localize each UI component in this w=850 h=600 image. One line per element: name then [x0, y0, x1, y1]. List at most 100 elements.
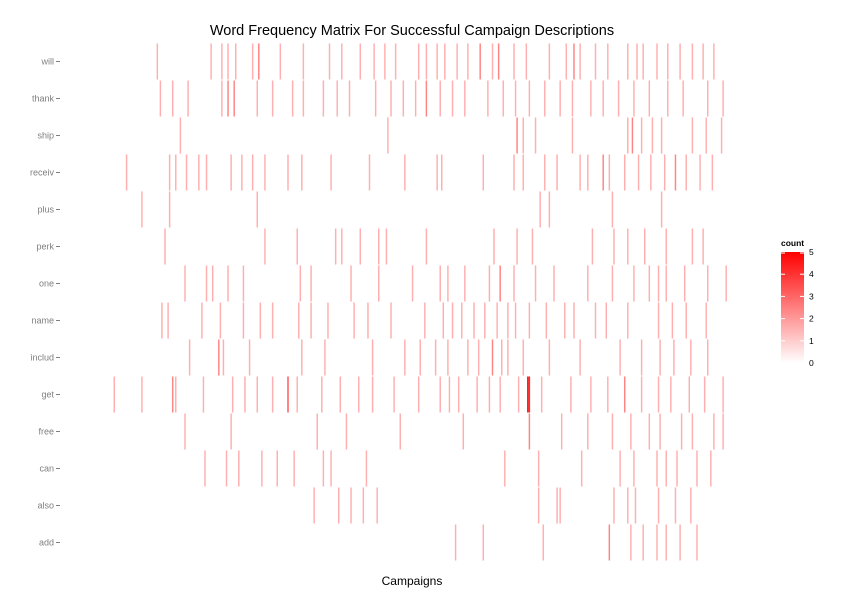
heatmap-cell [707, 339, 709, 376]
heatmap-cell [327, 302, 329, 339]
heatmap-cell [362, 487, 365, 524]
heatmap-cell [699, 154, 701, 191]
heatmap-cell [713, 43, 715, 80]
heatmap-cell [227, 43, 229, 80]
heatmap-cell [507, 339, 509, 376]
heatmap-cell [623, 154, 626, 191]
heatmap-cell [665, 228, 667, 265]
y-tick-label: will [41, 57, 55, 67]
heatmap-cell [648, 265, 651, 302]
heatmap-cell [683, 265, 686, 302]
heatmap-cell [611, 413, 614, 450]
heatmap-cell [522, 339, 524, 376]
heatmap-cell [175, 154, 177, 191]
heatmap-cell [302, 43, 305, 80]
heatmap-cell [637, 154, 640, 191]
heatmap-cell [659, 339, 661, 376]
heatmap-cell [665, 524, 667, 561]
heatmap-cell [227, 80, 229, 117]
heatmap-cell [514, 80, 517, 117]
legend-tick-label: 3 [809, 291, 814, 301]
heatmap-cell [394, 43, 397, 80]
heatmap-cell [602, 80, 604, 117]
heatmap-cell [168, 154, 171, 191]
heatmap-cell [702, 43, 704, 80]
heatmap-cell [587, 265, 589, 302]
heatmap-cell [261, 450, 263, 487]
heatmap-cell [657, 487, 660, 524]
heatmap-cell [611, 191, 614, 228]
y-tick-label: get [41, 390, 54, 400]
heatmap-cell [201, 302, 203, 339]
heatmap-cell [367, 302, 369, 339]
heatmap-cell [419, 339, 421, 376]
heatmap-cell [591, 228, 594, 265]
heatmap-cell [705, 302, 707, 339]
heatmap-cell [513, 154, 515, 191]
heatmap-cell [539, 191, 541, 228]
heatmap-cell [359, 228, 361, 265]
heatmap-cell [371, 339, 374, 376]
heatmap-cell [256, 80, 258, 117]
heatmap-cell [491, 43, 494, 80]
y-tick-label: one [39, 279, 54, 289]
heatmap-cell [565, 43, 568, 80]
heatmap-cell [417, 376, 420, 413]
heatmap-cell [338, 487, 340, 524]
heatmap-cell [328, 43, 331, 80]
heatmap-cell [298, 302, 300, 339]
heatmap-cell [256, 376, 258, 413]
heatmap-cell [690, 339, 692, 376]
heatmap-cell [376, 487, 378, 524]
heatmap-cell [528, 376, 531, 413]
heatmap-cell [341, 228, 343, 265]
heatmap-cell [339, 376, 342, 413]
heatmap-cell [611, 265, 614, 302]
heatmap-cell [296, 376, 298, 413]
heatmap-cell [464, 80, 466, 117]
heatmap-cell [451, 302, 454, 339]
y-tick-label: receiv [30, 168, 55, 178]
heatmap-cell [707, 80, 709, 117]
heatmap-cell [248, 339, 251, 376]
heatmap-cell [607, 43, 609, 80]
heatmap-cell [522, 117, 524, 154]
heatmap-cell [377, 265, 380, 302]
heatmap-cell [534, 117, 537, 154]
heatmap-cell [350, 487, 352, 524]
heatmap-cell [703, 376, 706, 413]
heatmap-cell [185, 154, 188, 191]
heatmap-cell [656, 43, 658, 80]
heatmap-cell [219, 302, 222, 339]
heatmap-cell [113, 376, 115, 413]
heatmap-cell [648, 413, 651, 450]
heatmap-cell [461, 302, 463, 339]
heatmap-cell [141, 191, 143, 228]
heatmap-cell [665, 450, 667, 487]
heatmap-cell [330, 450, 332, 487]
heatmap-cell [513, 265, 515, 302]
heatmap-cell [642, 43, 644, 80]
heatmap-cell [634, 487, 637, 524]
heatmap-cell [696, 524, 698, 561]
heatmap-cell [705, 117, 707, 154]
heatmap-cell [556, 154, 558, 191]
heatmap-cell [171, 80, 174, 117]
heatmap-cell [141, 376, 143, 413]
heatmap-cell [608, 524, 611, 561]
heatmap-cell [350, 265, 352, 302]
heatmap-cell [384, 43, 386, 80]
heatmap-cell [627, 302, 629, 339]
heatmap-cell [439, 80, 441, 117]
heatmap-cell [540, 376, 543, 413]
heatmap-cell [271, 80, 274, 117]
heatmap-cell [322, 450, 325, 487]
heatmap-cell [439, 265, 441, 302]
heatmap-cell [528, 413, 531, 450]
heatmap-cell [623, 376, 626, 413]
heatmap-cell [507, 302, 509, 339]
heatmap-cell [402, 80, 405, 117]
heatmap-cell [674, 487, 677, 524]
heatmap-cell [324, 339, 326, 376]
